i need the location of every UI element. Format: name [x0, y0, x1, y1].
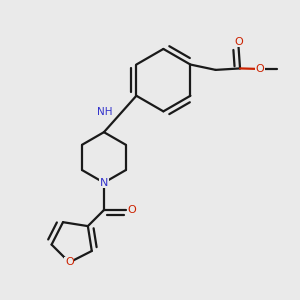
Text: O: O — [234, 37, 243, 47]
Text: O: O — [127, 205, 136, 215]
Text: NH: NH — [97, 107, 113, 118]
Text: O: O — [256, 64, 265, 74]
Text: O: O — [65, 257, 74, 267]
Text: N: N — [100, 178, 108, 188]
